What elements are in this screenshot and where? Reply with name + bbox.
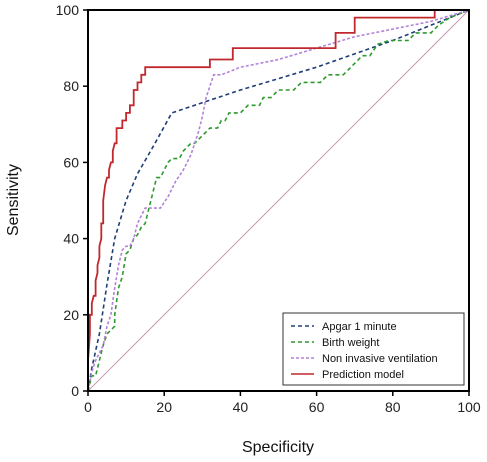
x-axis-title: Specificity [242, 439, 314, 456]
legend-label-3: Non invasive ventilation [322, 353, 438, 365]
x-tick-label: 0 [84, 399, 92, 415]
series-line-3 [87, 9, 470, 392]
y-tick-label: 20 [63, 307, 79, 323]
series-line-1 [87, 9, 470, 392]
x-axis-ticks: 0 20 40 60 80 100 [84, 391, 481, 415]
x-tick-label: 40 [233, 399, 249, 415]
y-axis-title: Sensitivity [5, 164, 22, 236]
y-tick-label: 100 [56, 2, 80, 18]
series-line-2 [87, 9, 470, 392]
legend-label-4: Prediction model [322, 369, 404, 381]
y-tick-label: 0 [71, 383, 79, 399]
series-layer [87, 9, 470, 392]
plot-area-border [87, 9, 470, 392]
x-tick-label: 20 [156, 399, 172, 415]
x-tick-label: 60 [309, 399, 325, 415]
reference-diagonal [87, 9, 470, 392]
x-tick-label: 80 [385, 399, 401, 415]
y-tick-label: 40 [63, 231, 79, 247]
legend: Apgar 1 minute Birth weight Non invasive v… [282, 312, 465, 386]
series-line-4 [87, 9, 469, 391]
legend-label-2: Birth weight [322, 337, 379, 349]
y-tick-label: 80 [63, 78, 79, 94]
legend-label-1: Apgar 1 minute [322, 321, 397, 333]
y-axis-ticks: 0 20 40 60 80 100 [56, 2, 88, 399]
y-tick-label: 60 [63, 154, 79, 170]
reference-line [87, 9, 470, 392]
x-tick-label: 100 [457, 399, 481, 415]
legend-box [282, 312, 465, 386]
